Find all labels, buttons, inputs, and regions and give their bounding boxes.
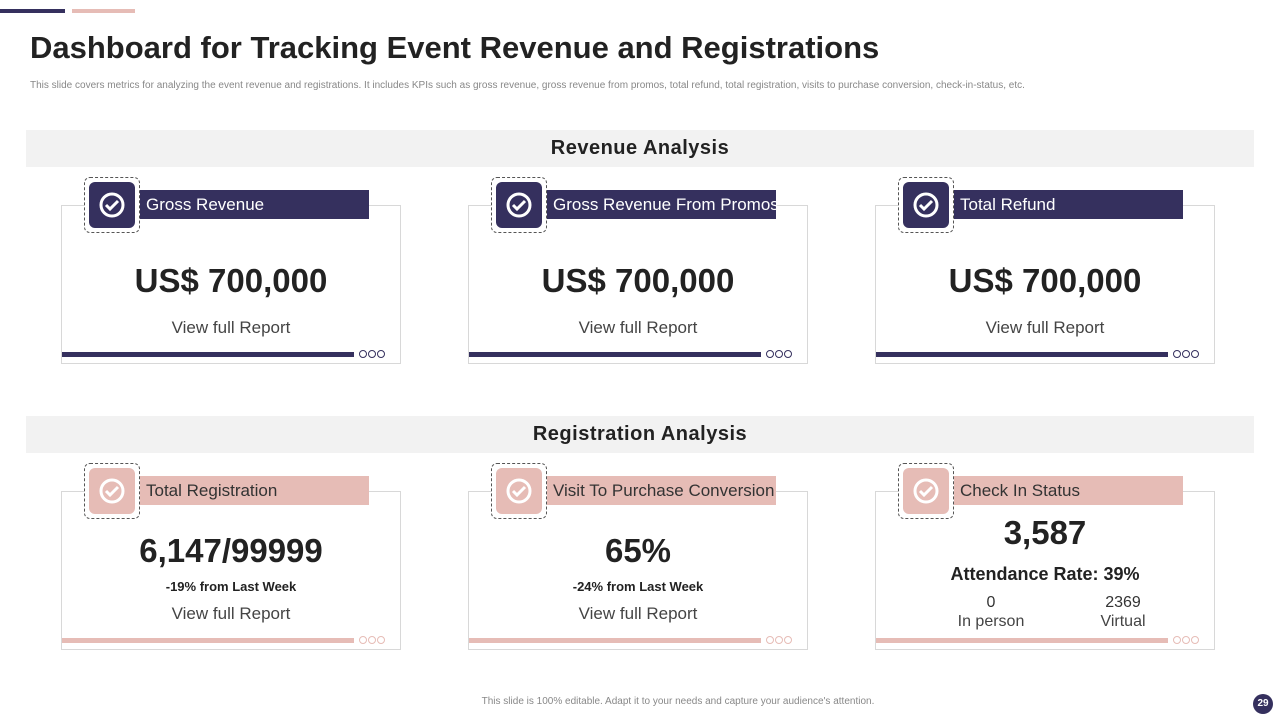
icon [84, 463, 140, 519]
kpi-value: 3,587 [1003, 514, 1087, 551]
report-link[interactable]: View full Report [578, 604, 698, 623]
icon-glyph [506, 192, 532, 218]
icon-fill [903, 468, 949, 514]
dot [784, 636, 792, 644]
icon [491, 463, 547, 519]
progress-bar [469, 638, 761, 643]
icon-glyph [99, 478, 125, 504]
dot [766, 350, 774, 358]
report-link[interactable]: View full Report [578, 318, 698, 337]
kpi-value: US$ 700,000 [134, 262, 328, 299]
accent-bar [72, 9, 135, 13]
report-link[interactable]: View full Report [171, 604, 291, 623]
stat-value: 2369 [1105, 594, 1141, 611]
dot [359, 636, 367, 644]
kpi-value: US$ 700,000 [541, 262, 735, 299]
icon-fill [89, 182, 135, 228]
icon [898, 177, 954, 233]
dot [1182, 636, 1190, 644]
kpi-card: US$ 700,000 View full Report [61, 205, 401, 364]
progress-bar [62, 638, 354, 643]
dot [1182, 350, 1190, 358]
icon-fill [903, 182, 949, 228]
dot [784, 350, 792, 358]
dot [377, 636, 385, 644]
report-link[interactable]: View full Report [985, 318, 1105, 337]
kpi-value: 6,147/99999 [139, 532, 323, 569]
dot [359, 350, 367, 358]
icon-fill [89, 468, 135, 514]
dot [368, 636, 376, 644]
dot [775, 350, 783, 358]
icon [491, 177, 547, 233]
footer-text: This slide is 100% editable. Adapt it to… [481, 696, 875, 707]
icon-glyph [913, 192, 939, 218]
subtitle: This slide covers metrics for analyzing … [30, 80, 1025, 91]
attendance-rate: Attendance Rate: 39% [950, 564, 1140, 584]
dot [377, 350, 385, 358]
card-label: Total Refund [953, 190, 1183, 219]
page-number: 29 [1253, 694, 1273, 714]
dot [1173, 350, 1181, 358]
card-label: Visit To Purchase Conversion [546, 476, 776, 505]
section-heading: Registration Analysis [26, 416, 1254, 453]
card-label: Gross Revenue From Promos [546, 190, 779, 219]
icon-glyph [913, 478, 939, 504]
progress-bar [876, 638, 1168, 643]
accent-bar [0, 9, 65, 13]
card-label: Total Registration [139, 476, 369, 505]
icon [84, 177, 140, 233]
stat-label: Virtual [1100, 613, 1146, 630]
kpi-note: -19% from Last Week [165, 579, 297, 594]
dot [775, 636, 783, 644]
report-link[interactable]: View full Report [171, 318, 291, 337]
stat-value: 0 [986, 594, 996, 611]
kpi-card: 6,147/99999 -19% from Last Week View full … [61, 491, 401, 650]
icon-fill [496, 182, 542, 228]
title: Dashboard for Tracking Event Revenue and… [30, 30, 880, 65]
stat-label: In person [957, 613, 1025, 630]
progress-bar [876, 352, 1168, 357]
dot [368, 350, 376, 358]
dot [1173, 636, 1181, 644]
kpi-value: US$ 700,000 [948, 262, 1142, 299]
dot [1191, 350, 1199, 358]
kpi-note: -24% from Last Week [572, 579, 704, 594]
card-label: Gross Revenue [139, 190, 369, 219]
progress-bar [469, 352, 761, 357]
card-label: Check In Status [953, 476, 1183, 505]
icon-fill [496, 468, 542, 514]
icon [898, 463, 954, 519]
progress-bar [62, 352, 354, 357]
icon-glyph [99, 192, 125, 218]
kpi-value: 65% [604, 532, 672, 569]
dot [1191, 636, 1199, 644]
icon-glyph [506, 478, 532, 504]
dot [766, 636, 774, 644]
section-heading: Revenue Analysis [26, 130, 1254, 167]
